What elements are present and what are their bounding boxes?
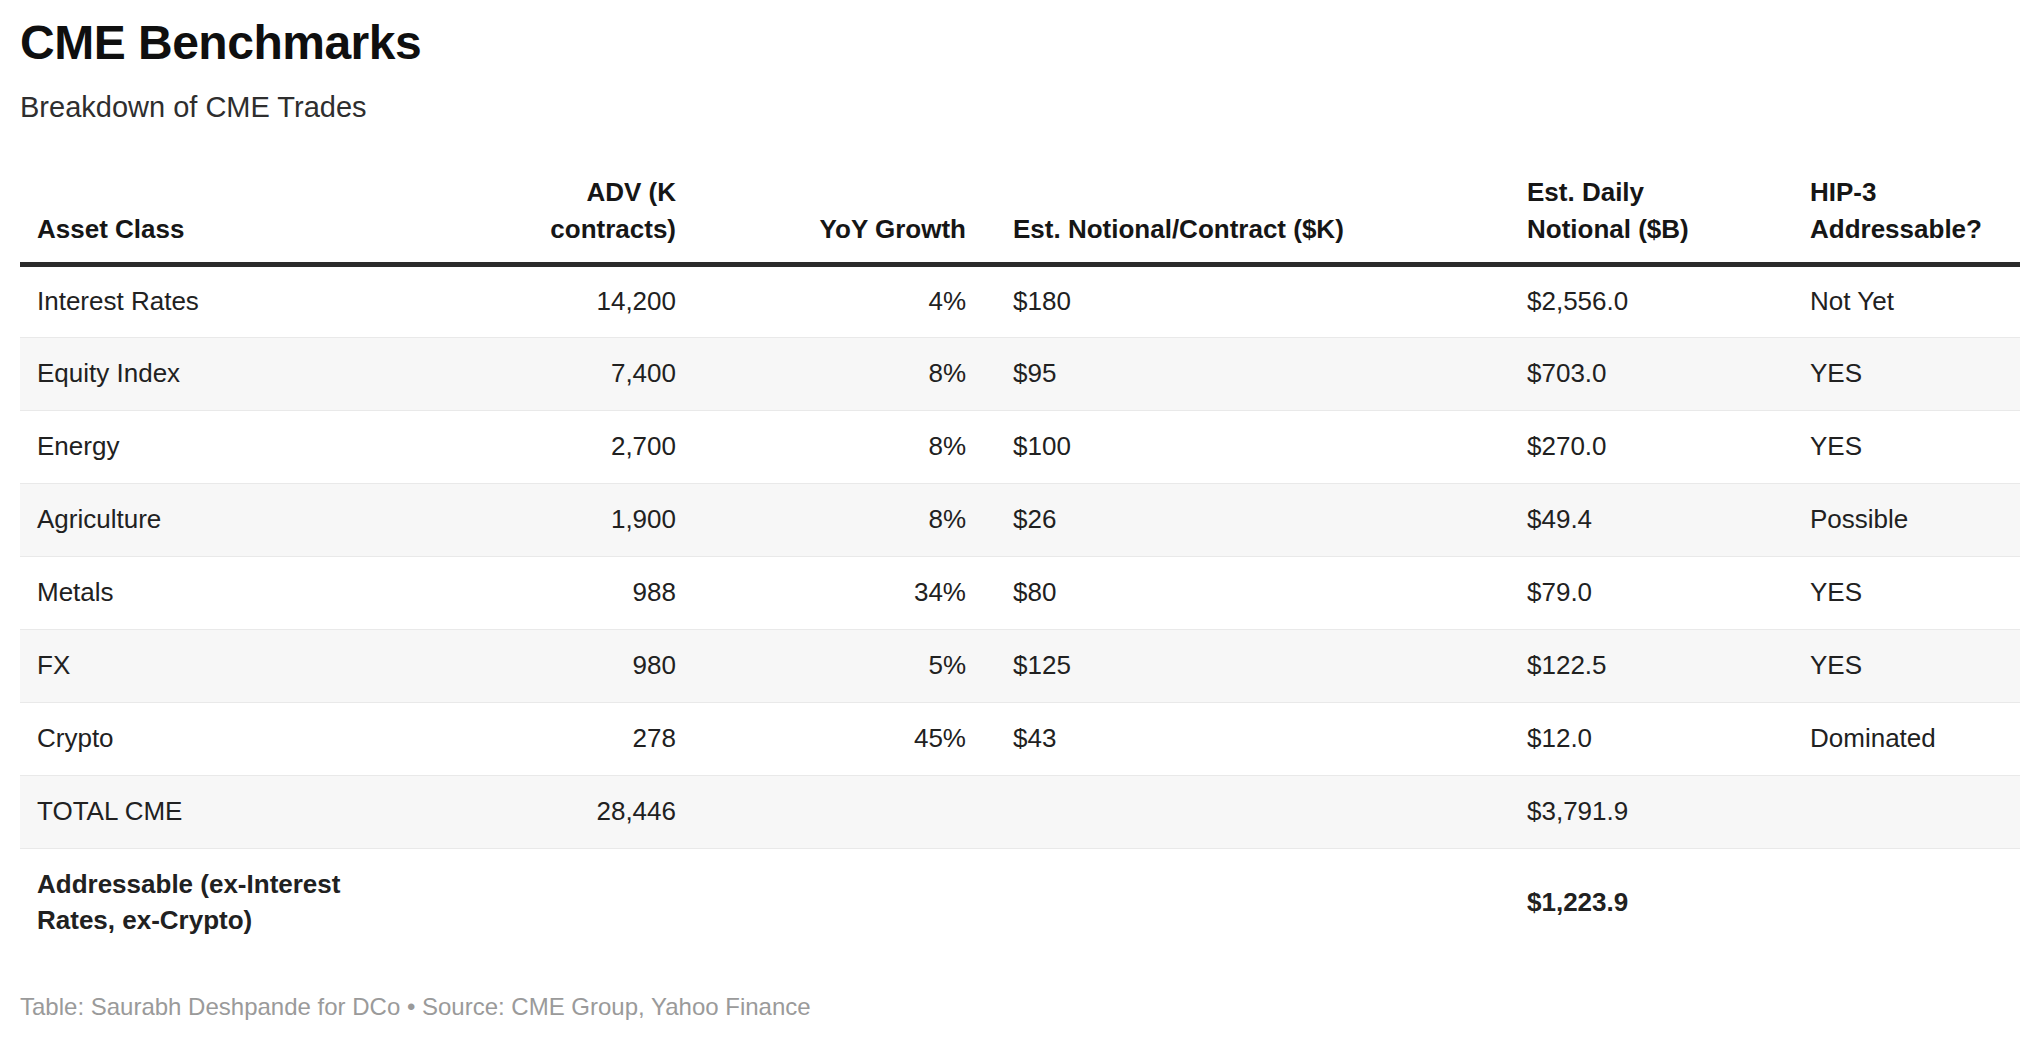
- page: CME Benchmarks Breakdown of CME Trades A…: [0, 0, 2040, 1022]
- table-row: Interest Rates 14,200 4% $180 $2,556.0 N…: [20, 265, 2020, 338]
- cell-yoy-growth: 45%: [696, 703, 996, 776]
- cell-hip3-addressable: Not Yet: [1793, 265, 2020, 338]
- column-header-adv: ADV (K contracts): [475, 164, 696, 264]
- cell-est-notional-contract: $26: [996, 484, 1510, 557]
- cell-hip3-addressable: Possible: [1793, 484, 2020, 557]
- cell-adv: 278: [475, 703, 696, 776]
- cell-asset-class: Equity Index: [20, 338, 475, 411]
- cell-adv: 988: [475, 557, 696, 630]
- cell-hip3-addressable: YES: [1793, 338, 2020, 411]
- table-row-total: TOTAL CME 28,446 $3,791.9: [20, 776, 2020, 849]
- cell-est-notional-contract: $43: [996, 703, 1510, 776]
- cell-hip3-addressable: [1793, 849, 2020, 957]
- cell-asset-class: FX: [20, 630, 475, 703]
- addressable-label: Addressable (ex-Interest Rates, ex-Crypt…: [37, 867, 407, 939]
- cell-asset-class: Metals: [20, 557, 475, 630]
- cell-est-notional-contract: [996, 849, 1510, 957]
- cell-adv: 28,446: [475, 776, 696, 849]
- cell-yoy-growth: 4%: [696, 265, 996, 338]
- cell-hip3-addressable: [1793, 776, 2020, 849]
- cell-yoy-growth: 8%: [696, 338, 996, 411]
- table-row: Crypto 278 45% $43 $12.0 Dominated: [20, 703, 2020, 776]
- cell-hip3-addressable: Dominated: [1793, 703, 2020, 776]
- cell-est-notional-contract: $80: [996, 557, 1510, 630]
- benchmarks-table: Asset Class ADV (K contracts) YoY Growth…: [20, 164, 2020, 956]
- footer-credit: Table: Saurabh Deshpande for DCo • Sourc…: [20, 991, 2020, 1022]
- column-header-est-daily-notional: Est. Daily Notional ($B): [1510, 164, 1793, 264]
- cell-hip3-addressable: YES: [1793, 557, 2020, 630]
- cell-adv: 2,700: [475, 411, 696, 484]
- cell-adv: 14,200: [475, 265, 696, 338]
- table-row: Metals 988 34% $80 $79.0 YES: [20, 557, 2020, 630]
- cell-asset-class: Crypto: [20, 703, 475, 776]
- column-header-yoy-growth: YoY Growth: [696, 164, 996, 264]
- cell-yoy-growth: [696, 849, 996, 957]
- cell-adv: 1,900: [475, 484, 696, 557]
- cell-est-daily-notional: $1,223.9: [1510, 849, 1793, 957]
- cell-est-notional-contract: $95: [996, 338, 1510, 411]
- table-row: Equity Index 7,400 8% $95 $703.0 YES: [20, 338, 2020, 411]
- table-header-row: Asset Class ADV (K contracts) YoY Growth…: [20, 164, 2020, 264]
- cell-est-daily-notional: $79.0: [1510, 557, 1793, 630]
- column-header-est-notional-contract: Est. Notional/Contract ($K): [996, 164, 1510, 264]
- column-header-hip3-addressable: HIP-3 Addressable?: [1793, 164, 2020, 264]
- column-header-asset-class: Asset Class: [20, 164, 475, 264]
- cell-est-notional-contract: [996, 776, 1510, 849]
- cell-est-daily-notional: $49.4: [1510, 484, 1793, 557]
- cell-adv: [475, 849, 696, 957]
- cell-asset-class: Energy: [20, 411, 475, 484]
- cell-hip3-addressable: YES: [1793, 630, 2020, 703]
- cell-est-notional-contract: $125: [996, 630, 1510, 703]
- cell-yoy-growth: 5%: [696, 630, 996, 703]
- cell-est-notional-contract: $100: [996, 411, 1510, 484]
- table-row: FX 980 5% $125 $122.5 YES: [20, 630, 2020, 703]
- cell-est-daily-notional: $122.5: [1510, 630, 1793, 703]
- page-title: CME Benchmarks: [20, 14, 2020, 72]
- cell-est-daily-notional: $12.0: [1510, 703, 1793, 776]
- cell-asset-class: Interest Rates: [20, 265, 475, 338]
- cell-yoy-growth: 8%: [696, 411, 996, 484]
- cell-yoy-growth: [696, 776, 996, 849]
- table-row-addressable: Addressable (ex-Interest Rates, ex-Crypt…: [20, 849, 2020, 957]
- cell-yoy-growth: 34%: [696, 557, 996, 630]
- cell-est-notional-contract: $180: [996, 265, 1510, 338]
- cell-adv: 7,400: [475, 338, 696, 411]
- cell-est-daily-notional: $270.0: [1510, 411, 1793, 484]
- cell-hip3-addressable: YES: [1793, 411, 2020, 484]
- cell-asset-class: TOTAL CME: [20, 776, 475, 849]
- table-row: Energy 2,700 8% $100 $270.0 YES: [20, 411, 2020, 484]
- cell-est-daily-notional: $703.0: [1510, 338, 1793, 411]
- cell-est-daily-notional: $3,791.9: [1510, 776, 1793, 849]
- cell-asset-class: Agriculture: [20, 484, 475, 557]
- cell-est-daily-notional: $2,556.0: [1510, 265, 1793, 338]
- cell-adv: 980: [475, 630, 696, 703]
- cell-asset-class: Addressable (ex-Interest Rates, ex-Crypt…: [20, 849, 475, 957]
- table-row: Agriculture 1,900 8% $26 $49.4 Possible: [20, 484, 2020, 557]
- cell-yoy-growth: 8%: [696, 484, 996, 557]
- page-subtitle: Breakdown of CME Trades: [20, 90, 2020, 125]
